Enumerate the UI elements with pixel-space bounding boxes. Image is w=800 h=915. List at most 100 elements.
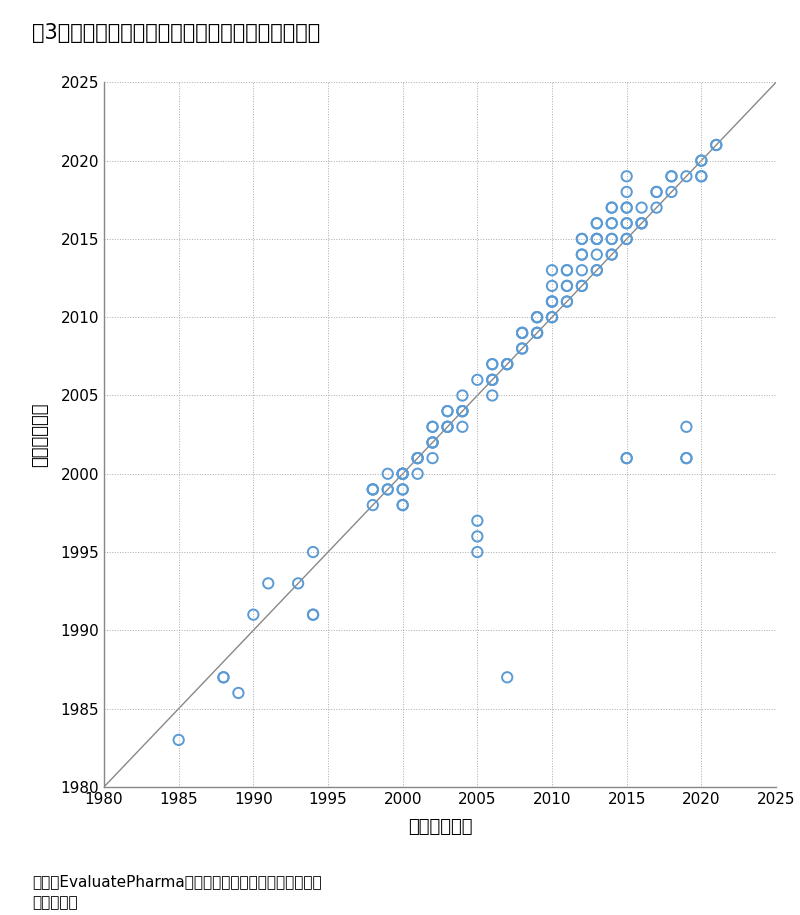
Point (590, 263, 603, 277)
Point (575, 231, 588, 246)
Point (441, 419, 454, 434)
Point (650, 185, 663, 199)
Point (501, 670, 514, 684)
Point (590, 231, 603, 246)
Point (217, 670, 230, 684)
Point (680, 451, 693, 466)
Point (247, 608, 260, 622)
Point (680, 451, 693, 466)
Point (426, 436, 439, 450)
Point (606, 231, 618, 246)
Text: 嘶3　バイオ医薬品の日本初上市年と海外初上市年: 嘶3 バイオ医薬品の日本初上市年と海外初上市年 (32, 23, 320, 43)
Point (620, 231, 633, 246)
Point (471, 513, 484, 528)
Point (382, 482, 394, 497)
Point (217, 670, 230, 684)
Point (411, 451, 424, 466)
Point (590, 247, 603, 262)
Point (456, 404, 469, 418)
Point (575, 278, 588, 293)
Point (441, 404, 454, 418)
Point (561, 295, 574, 309)
Point (530, 326, 543, 340)
Point (710, 137, 722, 152)
Point (396, 467, 409, 481)
Point (620, 185, 633, 199)
Point (561, 278, 574, 293)
Point (590, 231, 603, 246)
Point (486, 388, 498, 403)
Point (575, 278, 588, 293)
Point (680, 419, 693, 434)
Point (426, 419, 439, 434)
Point (232, 685, 245, 700)
Point (561, 295, 574, 309)
Point (620, 216, 633, 231)
Point (680, 169, 693, 184)
Point (590, 231, 603, 246)
Text: 作成: 作成 (32, 895, 78, 910)
Point (620, 451, 633, 466)
Point (606, 200, 618, 215)
Point (501, 357, 514, 371)
Point (306, 544, 319, 559)
Point (456, 404, 469, 418)
Point (306, 608, 319, 622)
Point (620, 231, 633, 246)
Point (486, 357, 498, 371)
Point (530, 310, 543, 325)
Point (530, 310, 543, 325)
Point (606, 247, 618, 262)
Point (635, 216, 648, 231)
Point (396, 498, 409, 512)
Point (635, 200, 648, 215)
Point (292, 576, 305, 591)
Point (695, 169, 708, 184)
Point (561, 263, 574, 277)
Point (546, 295, 558, 309)
Point (456, 388, 469, 403)
Point (665, 169, 678, 184)
Point (486, 357, 498, 371)
Point (710, 137, 722, 152)
Point (396, 498, 409, 512)
Point (306, 608, 319, 622)
Point (635, 216, 648, 231)
Point (486, 372, 498, 387)
Point (382, 467, 394, 481)
Point (396, 467, 409, 481)
Point (665, 185, 678, 199)
Point (546, 278, 558, 293)
Point (501, 357, 514, 371)
Point (695, 154, 708, 168)
Point (695, 154, 708, 168)
X-axis label: 日本初上市年: 日本初上市年 (408, 818, 472, 836)
Point (501, 357, 514, 371)
Point (575, 231, 588, 246)
Point (650, 185, 663, 199)
Point (516, 326, 529, 340)
Point (546, 310, 558, 325)
Point (516, 326, 529, 340)
Point (426, 436, 439, 450)
Point (471, 372, 484, 387)
Point (486, 372, 498, 387)
Point (561, 278, 574, 293)
Point (606, 247, 618, 262)
Point (411, 467, 424, 481)
Point (456, 419, 469, 434)
Point (620, 200, 633, 215)
Point (426, 436, 439, 450)
Point (546, 295, 558, 309)
Point (546, 295, 558, 309)
Point (575, 247, 588, 262)
Point (396, 482, 409, 497)
Point (441, 419, 454, 434)
Point (426, 451, 439, 466)
Point (516, 326, 529, 340)
Point (606, 231, 618, 246)
Point (665, 169, 678, 184)
Point (530, 326, 543, 340)
Point (486, 372, 498, 387)
Point (620, 216, 633, 231)
